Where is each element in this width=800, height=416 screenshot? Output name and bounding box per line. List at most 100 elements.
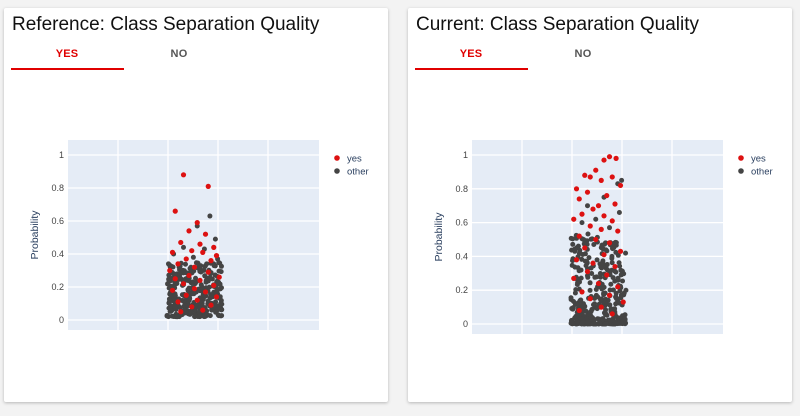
data-point-other [188, 310, 194, 316]
data-point-yes [604, 272, 610, 278]
data-point-other [591, 316, 597, 322]
data-point-other [181, 298, 187, 304]
legend-label-yes: yes [751, 154, 766, 165]
data-point-other [609, 267, 615, 273]
data-point-other [603, 321, 609, 327]
data-point-yes [180, 172, 187, 178]
class-separation-scatter-chart: 0 0.2 0.4 0.6 0.8 1 Probability yes other [29, 140, 369, 330]
data-point-other [618, 267, 624, 273]
data-point-yes [200, 249, 206, 255]
data-point-other [609, 255, 615, 261]
data-point-other [576, 250, 582, 256]
data-point-yes [172, 276, 178, 282]
y-tick-label: 0.6 [51, 216, 64, 226]
data-point-other [186, 277, 192, 283]
data-point-other [213, 299, 219, 305]
tab-no[interactable]: NO [170, 48, 188, 60]
data-point-other [196, 313, 202, 319]
data-point-other [183, 309, 189, 315]
data-point-yes [601, 252, 607, 258]
data-point-other [593, 216, 599, 222]
data-point-other [216, 306, 222, 312]
data-point-yes [595, 280, 602, 287]
data-point-other [610, 246, 616, 252]
legend-marker-other [334, 168, 340, 174]
data-point-yes [573, 186, 580, 192]
class-separation-scatter-chart: 0 0.2 0.4 0.6 0.8 1 Probability yes other [433, 140, 773, 334]
data-point-yes [606, 154, 613, 160]
legend-label-yes: yes [347, 154, 362, 165]
data-point-yes [167, 267, 173, 274]
data-point-other [209, 306, 215, 312]
data-point-other [610, 287, 616, 293]
data-point-other [585, 320, 591, 326]
data-point-other [613, 290, 619, 296]
data-point-yes [213, 253, 220, 259]
plot-area [68, 140, 319, 330]
data-point-yes [205, 183, 211, 189]
data-point-other [604, 262, 610, 268]
data-point-other [613, 249, 619, 255]
data-point-other [587, 280, 593, 286]
data-point-yes [186, 228, 192, 234]
reference-panel: Reference: Class Separation Quality YES … [4, 8, 388, 402]
legend-label-other: other [347, 167, 369, 178]
legend-marker-other [738, 168, 744, 174]
legend-marker-yes [334, 155, 340, 161]
data-point-yes [590, 206, 596, 212]
data-point-other [190, 254, 196, 260]
data-point-yes [617, 182, 624, 189]
data-point-other [572, 290, 578, 296]
tab-no[interactable]: NO [574, 48, 592, 60]
data-point-yes [609, 311, 615, 317]
y-tick-label: 1 [463, 150, 468, 160]
current-panel: Current: Class Separation Quality YES NO… [408, 8, 792, 402]
data-point-yes [211, 244, 217, 250]
data-point-other [598, 297, 604, 303]
active-tab-indicator [11, 68, 124, 70]
data-point-other [599, 244, 605, 250]
data-point-other [574, 281, 580, 287]
data-point-other [569, 306, 575, 312]
data-point-yes [216, 274, 222, 280]
data-point-other [590, 302, 596, 308]
data-point-other [597, 274, 603, 280]
data-point-yes [576, 196, 582, 202]
data-point-other [599, 265, 605, 271]
data-point-yes [194, 297, 200, 303]
data-point-yes [576, 307, 582, 314]
data-point-yes [183, 292, 189, 298]
data-point-yes [202, 231, 209, 237]
data-point-yes [606, 240, 613, 246]
data-point-other [581, 303, 587, 309]
data-point-yes [593, 236, 599, 243]
data-point-other [192, 312, 198, 318]
data-point-other [196, 309, 202, 315]
data-point-other [607, 302, 613, 308]
data-point-other [584, 273, 590, 279]
data-point-other [167, 278, 173, 284]
data-point-other [218, 285, 224, 291]
data-point-yes [178, 309, 184, 315]
data-point-other [605, 297, 611, 303]
data-point-other [570, 241, 576, 247]
data-point-other [588, 236, 594, 242]
data-point-yes [584, 269, 591, 275]
tab-yes[interactable]: YES [459, 48, 483, 60]
y-tick-label: 0.8 [455, 184, 468, 194]
data-point-other [575, 276, 581, 282]
data-point-other [581, 241, 587, 247]
data-point-yes [620, 299, 626, 305]
data-point-other [213, 309, 219, 315]
data-point-other [577, 298, 583, 304]
tab-yes[interactable]: YES [55, 48, 79, 60]
data-point-other [622, 312, 628, 318]
data-point-other [189, 291, 195, 297]
data-point-other [589, 307, 595, 313]
data-point-yes [601, 213, 607, 219]
data-point-other [207, 313, 213, 319]
data-point-other [616, 209, 622, 215]
data-point-yes [595, 203, 602, 209]
data-point-other [609, 260, 615, 266]
data-point-yes [571, 216, 577, 222]
